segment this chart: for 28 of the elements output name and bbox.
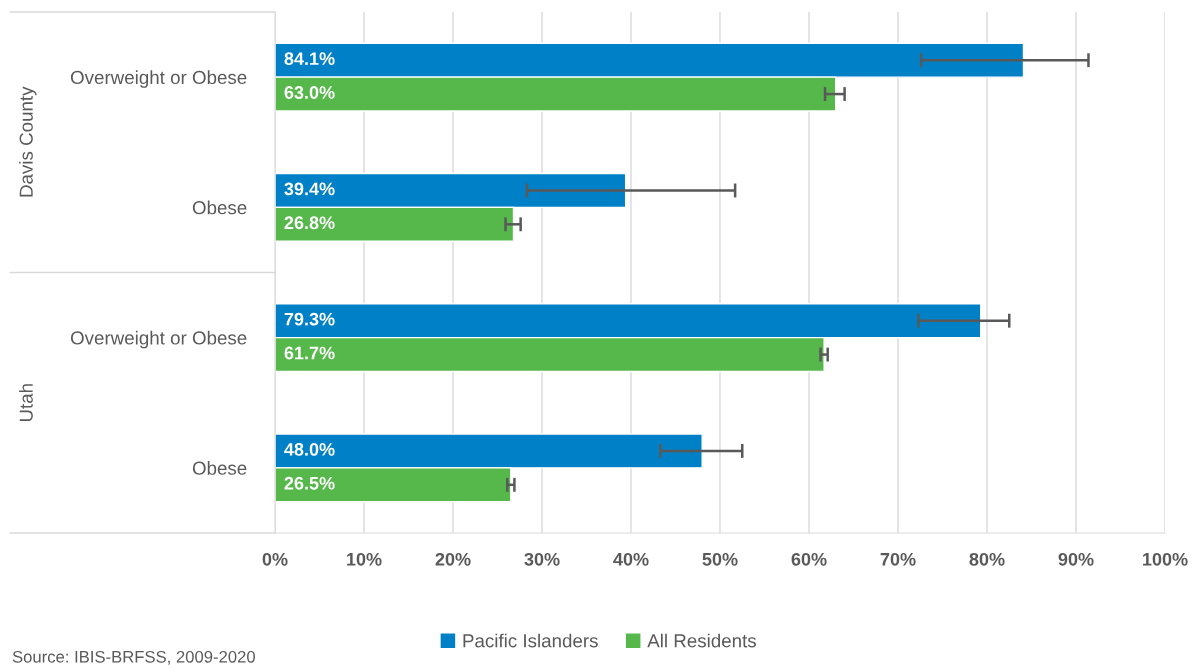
y-tick-label: Overweight or Obese (70, 330, 247, 349)
x-tick-label: 50% (702, 552, 738, 566)
y-tick-label: Obese (192, 200, 247, 215)
data-label: 79.3% (284, 312, 335, 326)
x-tick-label: 100% (1143, 552, 1188, 566)
text: Utah (19, 384, 33, 422)
x-tick-label: 70% (880, 552, 916, 566)
y-tick-label: Obese (192, 461, 247, 475)
data-label: 26.8% (284, 216, 335, 230)
y-tick-label: Overweight or Obese (70, 70, 247, 88)
data-label: 48.0% (284, 443, 335, 456)
source-note: Source: IBIS-BRFSS, 2009-2020 (12, 650, 255, 665)
x-tick-label: 40% (613, 552, 649, 566)
x-tick-label: 10% (347, 552, 382, 566)
data-label: 39.4% (284, 182, 335, 196)
x-tick-label: 60% (791, 552, 827, 566)
legend-label: Pacific Islanders (463, 633, 598, 648)
text: Davis County (19, 86, 37, 197)
data-label: 84.1% (284, 52, 335, 66)
data-label: 63.0% (284, 86, 335, 99)
data-label: 61.7% (284, 346, 335, 360)
x-tick-label: 30% (524, 552, 560, 566)
data-label: 26.5% (284, 476, 335, 490)
x-tick-label: 80% (969, 552, 1005, 566)
x-tick-label: 20% (435, 552, 471, 566)
x-tick-label: 90% (1058, 552, 1094, 566)
x-tick-label: 0% (262, 552, 288, 566)
legend-label: All Residents (647, 633, 756, 648)
